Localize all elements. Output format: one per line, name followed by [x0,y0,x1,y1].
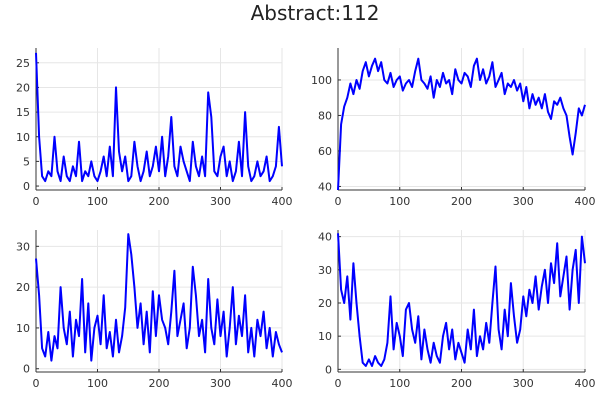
y-tick-label: 20 [318,297,332,310]
series-line-1 [337,233,586,367]
y-tick-label: 0 [23,363,30,376]
y-tick-label: 60 [318,145,332,158]
y-tick-label: 10 [16,131,30,144]
y-tick-label: 40 [318,231,332,244]
x-tick-label: 0 [33,195,40,208]
x-tick-label: 300 [513,377,534,390]
subplot-4: 0 100 200 300 400 0 10 20 30 40 [318,230,596,390]
y-tick-label: 0 [325,363,332,376]
subplot-1: 0 100 200 300 400 0 5 10 15 20 25 [16,48,293,208]
x-tick-label: 100 [87,195,108,208]
x-tick-label: 0 [335,195,342,208]
x-tick-label: 200 [149,377,170,390]
x-tick-label: 100 [389,377,410,390]
x-tick-label: 300 [210,195,231,208]
x-tick-label: 200 [149,195,170,208]
y-tick-label: 15 [16,106,30,119]
y-tick-label: 20 [16,81,30,94]
x-tick-label: 300 [513,195,534,208]
y-tick-label: 30 [16,240,30,253]
y-tick-label: 10 [318,330,332,343]
figure-title: Abstract:112 [251,1,380,25]
subplot-2: 0 100 200 300 400 40 60 80 100 [311,48,596,208]
x-tick-label: 400 [575,195,596,208]
series-line-1 [35,233,283,362]
y-tick-label: 30 [318,264,332,277]
x-tick-label: 400 [272,195,293,208]
x-tick-label: 100 [389,195,410,208]
x-tick-label: 0 [33,377,40,390]
x-tick-label: 200 [451,377,472,390]
x-tick-label: 100 [87,377,108,390]
y-tick-label: 25 [16,57,30,70]
y-tick-label: 10 [16,322,30,335]
y-tick-label: 40 [318,180,332,193]
y-tick-label: 100 [311,74,332,87]
series-line-1 [35,52,283,183]
subplot-3: 0 100 200 300 400 0 10 20 30 [16,230,293,390]
x-tick-label: 200 [451,195,472,208]
y-tick-label: 0 [23,180,30,193]
y-tick-label: 80 [318,109,332,122]
x-tick-label: 0 [335,377,342,390]
x-tick-label: 400 [575,377,596,390]
series-line-1 [337,57,586,191]
y-tick-label: 20 [16,281,30,294]
x-tick-label: 400 [272,377,293,390]
x-tick-label: 300 [210,377,231,390]
y-tick-label: 5 [23,155,30,168]
